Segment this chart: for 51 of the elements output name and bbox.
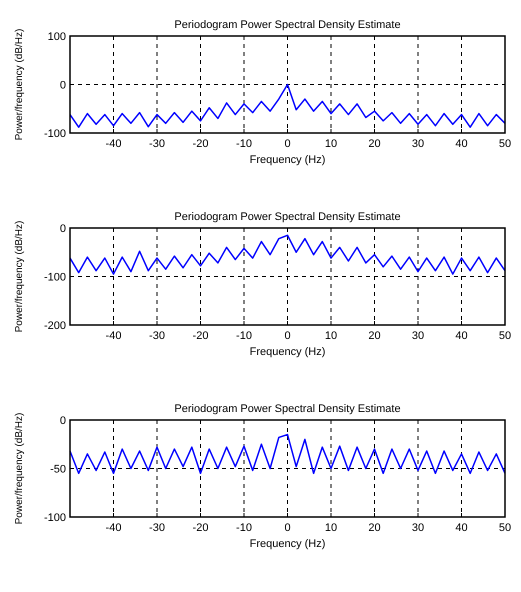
x-tick-label: 50 bbox=[498, 138, 512, 150]
x-tick-label: -30 bbox=[149, 522, 165, 534]
x-tick-label: 20 bbox=[368, 330, 381, 342]
x-tick-label: -20 bbox=[192, 330, 208, 342]
chart-title: Periodogram Power Spectral Density Estimate bbox=[174, 211, 401, 223]
x-tick-label: 40 bbox=[455, 138, 468, 150]
x-tick-label: -20 bbox=[192, 138, 208, 150]
line-series bbox=[69, 434, 506, 474]
y-tick-label: 100 bbox=[48, 31, 66, 43]
x-tick-label: 40 bbox=[455, 522, 468, 534]
x-tick-label: -40 bbox=[106, 138, 122, 150]
y-tick-label: -100 bbox=[44, 128, 66, 140]
y-tick-label: 0 bbox=[60, 223, 66, 235]
chart-title: Periodogram Power Spectral Density Estimate bbox=[174, 403, 401, 415]
x-tick-label: 10 bbox=[324, 330, 338, 342]
line-series bbox=[69, 84, 506, 128]
y-tick-label: -200 bbox=[44, 320, 66, 332]
y-tick-label: 0 bbox=[60, 415, 66, 427]
x-axis-title: Frequency (Hz) bbox=[250, 154, 326, 166]
x-tick-label: -20 bbox=[192, 522, 208, 534]
x-tick-label: 10 bbox=[324, 138, 338, 150]
y-tick-label: -50 bbox=[50, 464, 66, 476]
x-tick-label: -10 bbox=[236, 138, 252, 150]
x-tick-label: 40 bbox=[455, 330, 468, 342]
y-tick-label: -100 bbox=[44, 272, 66, 284]
x-axis-title: Frequency (Hz) bbox=[250, 538, 326, 550]
x-tick-label: 10 bbox=[324, 522, 338, 534]
x-tick-label: 20 bbox=[368, 138, 381, 150]
x-tick-label: 0 bbox=[284, 330, 291, 342]
x-tick-label: -10 bbox=[236, 330, 252, 342]
x-tick-label: -40 bbox=[106, 522, 122, 534]
x-axis-title: Frequency (Hz) bbox=[250, 346, 326, 358]
y-tick-label: -100 bbox=[44, 512, 66, 524]
x-tick-label: 30 bbox=[412, 138, 424, 150]
x-tick-label: 0 bbox=[284, 138, 291, 150]
x-tick-label: 30 bbox=[412, 522, 424, 534]
chart-title: Periodogram Power Spectral Density Estimate bbox=[174, 19, 401, 31]
x-tick-label: 0 bbox=[284, 522, 291, 534]
y-axis-title: Power/frequency (dB/Hz) bbox=[14, 28, 25, 140]
x-tick-label: 20 bbox=[368, 522, 381, 534]
x-tick-label: 30 bbox=[412, 330, 424, 342]
line-series bbox=[69, 234, 506, 275]
x-tick-label: -10 bbox=[236, 522, 252, 534]
x-tick-label: -40 bbox=[106, 330, 122, 342]
x-tick-label: -30 bbox=[149, 138, 165, 150]
y-tick-label: 0 bbox=[60, 80, 66, 92]
y-axis-title: Power/frequency (dB/Hz) bbox=[14, 412, 25, 524]
x-tick-label: 50 bbox=[498, 330, 512, 342]
y-axis-title: Power/frequency (dB/Hz) bbox=[14, 220, 25, 332]
x-tick-label: -30 bbox=[149, 330, 165, 342]
x-tick-label: 50 bbox=[498, 522, 512, 534]
